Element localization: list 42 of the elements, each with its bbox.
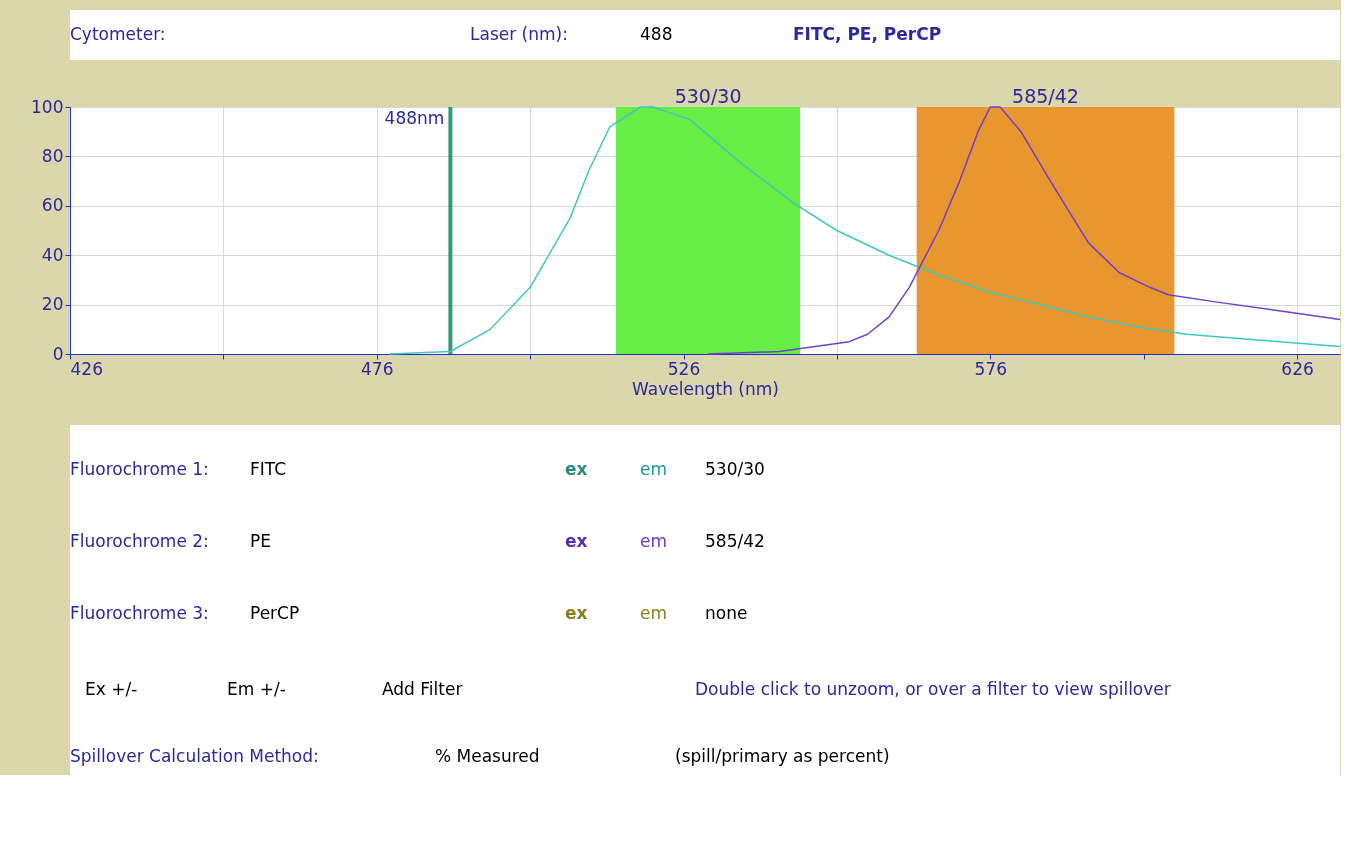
text: em	[640, 531, 668, 551]
band-label: 585/42	[1012, 85, 1079, 107]
x-tick-label: 476	[361, 358, 394, 379]
x-tick-label: 426	[70, 358, 103, 379]
text: Add Filter	[382, 679, 463, 699]
text: Ex +/-	[85, 679, 138, 699]
text: 530/30	[705, 459, 765, 479]
text: Fluorochrome 2:	[70, 531, 209, 551]
y-tick-label: 80	[41, 145, 64, 166]
y-tick-label: 100	[31, 96, 64, 117]
text: none	[705, 603, 748, 623]
text: % Measured	[435, 746, 540, 766]
text: (spill/primary as percent)	[675, 746, 890, 766]
line-series	[707, 106, 1341, 355]
text: Laser (nm):	[470, 24, 568, 44]
text: Fluorochrome 1:	[70, 459, 209, 479]
text: FITC, PE, PerCP	[793, 24, 942, 44]
text: ex	[565, 459, 588, 479]
y-tick-label: 0	[52, 343, 64, 364]
text: ex	[565, 531, 588, 551]
text: ex	[565, 603, 588, 623]
x-tick-label: 576	[974, 358, 1008, 379]
text: Double click to unzoom, or over a filter to view spillover	[695, 679, 1171, 699]
x-tick-label: 626	[1281, 358, 1314, 379]
text: Em +/-	[227, 679, 286, 699]
y-tick-label: 40	[41, 244, 64, 265]
text: 488	[640, 24, 673, 44]
ref-line-label: 488nm	[384, 108, 445, 128]
x-tick-label: 526	[667, 358, 701, 379]
text: Cytometer:	[70, 24, 166, 44]
text: FITC	[250, 459, 287, 479]
y-tick-label: 20	[41, 294, 64, 315]
text: 585/42	[705, 531, 765, 551]
band-label: 530/30	[674, 85, 742, 107]
text: Fluorochrome 3:	[70, 603, 209, 623]
text: em	[640, 603, 668, 623]
text: em	[640, 459, 668, 479]
text: PE	[250, 531, 271, 551]
y-tick-label: 60	[41, 195, 64, 216]
x-axis-title: Wavelength (nm)	[632, 378, 779, 399]
text: Spillover Calculation Method:	[70, 746, 319, 766]
text: PerCP	[250, 603, 300, 623]
